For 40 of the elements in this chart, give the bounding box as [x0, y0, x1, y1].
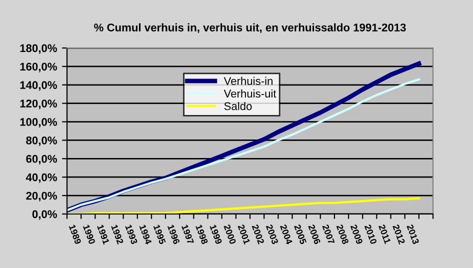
chart-title: % Cumul verhuis in, verhuis uit, en verhuissaldo 1991-2013	[94, 23, 406, 34]
legend-label: Verhuis-in	[224, 76, 272, 85]
x-tick-label: 1993	[125, 224, 138, 245]
x-tick-label: 1996	[167, 224, 180, 245]
x-tick-label: 1992	[111, 224, 124, 245]
x-tick-label: 2013	[406, 224, 420, 245]
x-tick-label: 1998	[196, 224, 208, 245]
x-tick-label: 1994	[139, 224, 152, 245]
x-tick-label: 2006	[308, 224, 321, 245]
x-tick-label: 2002	[252, 224, 264, 245]
y-tick-label: 20,0%	[26, 192, 57, 202]
y-tick-label: 80,0%	[26, 136, 57, 146]
legend-label: Saldo	[224, 102, 252, 110]
x-tick-label: 2005	[294, 224, 307, 245]
y-tick-label: 100,0%	[20, 118, 57, 128]
y-tick-label: 120,0%	[20, 100, 57, 110]
x-tick-label: 2001	[238, 224, 250, 245]
y-tick-label: 60,0%	[26, 154, 57, 164]
x-tick-label: 2000	[224, 224, 236, 245]
y-tick-label: 180,0%	[20, 44, 57, 54]
x-tick-label: 2009	[350, 224, 363, 245]
x-tick-label: 2003	[266, 224, 279, 245]
x-tick-label: 2007	[322, 224, 335, 244]
x-tick-label: 2004	[280, 224, 293, 245]
y-tick-label: 160,0%	[20, 62, 57, 72]
y-tick-label: 0,0%	[32, 210, 57, 220]
x-tick-label: 1995	[153, 224, 166, 245]
x-tick-label: 2012	[392, 224, 406, 245]
x-tick-label: 2008	[336, 224, 349, 245]
y-tick-label: 140,0%	[20, 81, 57, 91]
line-series	[67, 197, 420, 214]
x-tick-label: 1989	[68, 224, 82, 245]
x-tick-label: 1997	[181, 224, 194, 244]
x-tick-label: 1999	[210, 224, 222, 245]
x-tick-label: 1991	[97, 224, 110, 245]
legend-label: Verhuis-uit	[224, 89, 276, 98]
y-tick-label: 40,0%	[26, 173, 57, 183]
x-tick-label: 2010	[364, 224, 378, 245]
x-tick-label: 2011	[378, 224, 391, 244]
x-tick-label: 1990	[82, 224, 96, 245]
